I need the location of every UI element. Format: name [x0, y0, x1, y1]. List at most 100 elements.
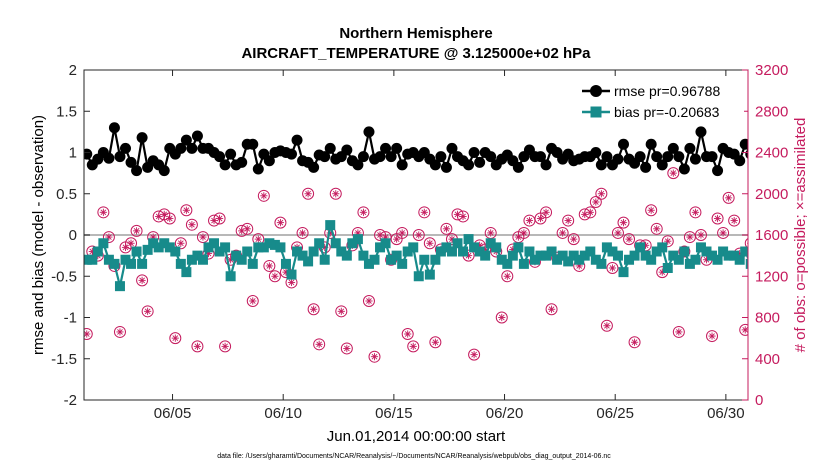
- bias-marker: [258, 242, 269, 253]
- obs-marker: [307, 303, 320, 316]
- obs-marker: [219, 340, 232, 353]
- bias-marker: [253, 242, 264, 253]
- rmse-marker: [391, 142, 403, 154]
- bias-marker: [380, 238, 391, 249]
- x-tick-label: 06/25: [596, 405, 634, 422]
- rmse-marker: [341, 144, 353, 156]
- bias-marker: [452, 238, 463, 249]
- rmse-marker: [114, 151, 126, 163]
- bias-marker: [552, 254, 563, 265]
- y-right-tick-label: 2400: [755, 145, 788, 162]
- rmse-marker: [136, 132, 148, 144]
- bias-marker: [220, 242, 231, 253]
- rmse-marker: [468, 147, 480, 158]
- bias-marker: [618, 267, 629, 278]
- bias-marker: [192, 250, 203, 261]
- rmse-marker: [812, 149, 823, 160]
- y-right-tick-label: 800: [755, 310, 780, 327]
- chart-title: Northern Hemisphere: [339, 25, 492, 42]
- axis-ticks: 06/05 06/10 06/15 06/20 06/25 06/30 -2 -1.5 -1 -0…: [51, 62, 788, 422]
- bias-marker: [723, 250, 734, 261]
- obs-marker: [180, 204, 193, 217]
- bias-marker: [768, 251, 778, 261]
- obs-marker: [368, 350, 381, 363]
- bias-marker: [823, 259, 830, 269]
- bias-marker: [673, 254, 684, 265]
- rmse-marker: [601, 151, 613, 163]
- bias-marker: [352, 234, 363, 245]
- obs-marker: [562, 214, 575, 227]
- obs-marker: [113, 325, 126, 338]
- bias-marker: [114, 281, 125, 292]
- y-right-tick-label: 400: [755, 351, 780, 368]
- bias-marker: [225, 271, 236, 282]
- bias-marker: [103, 254, 114, 265]
- obs-marker: [595, 187, 608, 200]
- bias-marker: [363, 258, 374, 269]
- bias-marker: [319, 254, 330, 265]
- obs-marker: [340, 342, 353, 355]
- obs-marker: [191, 340, 204, 353]
- rmse-marker: [640, 161, 652, 173]
- rmse-marker: [590, 147, 602, 158]
- rmse-marker: [103, 152, 115, 164]
- legend-bias-marker: [590, 106, 602, 118]
- rmse-marker: [191, 130, 203, 142]
- bias-marker: [496, 254, 507, 265]
- rmse-marker: [214, 151, 226, 163]
- rmse-marker: [219, 159, 231, 171]
- bias-marker: [579, 250, 590, 261]
- obs-marker: [213, 212, 226, 225]
- obs-marker: [396, 226, 409, 239]
- bias-marker: [430, 254, 441, 265]
- bias-marker: [369, 254, 380, 265]
- bias-marker: [109, 258, 120, 269]
- bias-marker: [441, 242, 452, 253]
- rmse-marker: [308, 161, 320, 173]
- bias-marker: [247, 258, 258, 269]
- bias-marker: [585, 246, 596, 257]
- bias-marker: [375, 242, 386, 253]
- bias-marker: [92, 246, 103, 257]
- bias-marker: [502, 258, 513, 269]
- obs-marker: [667, 167, 680, 180]
- bias-marker: [126, 258, 137, 269]
- bias-marker: [485, 238, 496, 249]
- rmse-marker: [634, 151, 646, 163]
- rmse-marker: [352, 159, 364, 171]
- rmse-marker: [739, 138, 748, 150]
- rmse-marker: [823, 155, 830, 166]
- bias-marker: [463, 234, 474, 245]
- bias-marker: [264, 238, 275, 249]
- bias-marker: [651, 246, 662, 257]
- bias-marker: [181, 267, 192, 278]
- obs-marker: [169, 332, 182, 345]
- rmse-marker: [435, 151, 447, 163]
- bias-marker: [629, 250, 640, 261]
- bias-marker: [164, 242, 175, 253]
- obs-marker: [672, 325, 685, 338]
- bias-marker: [668, 250, 679, 261]
- bias-marker: [541, 250, 552, 261]
- bias-marker: [269, 239, 280, 250]
- rmse-marker: [689, 153, 701, 165]
- bias-marker: [275, 242, 286, 253]
- obs-marker: [285, 276, 298, 289]
- legend-rmse-marker: [590, 85, 602, 97]
- obs-marker: [257, 189, 270, 202]
- rmse-marker: [667, 142, 679, 154]
- rmse-marker: [440, 161, 452, 173]
- legend: rmse pr=0.96788 bias pr=-0.20683: [576, 78, 744, 124]
- obs-marker: [600, 319, 613, 332]
- rmse-marker: [120, 142, 131, 154]
- bias-marker: [386, 254, 397, 265]
- rmse-marker: [357, 151, 369, 163]
- x-tick-label: 06/10: [264, 405, 302, 422]
- bias-marker: [596, 258, 607, 269]
- bias-marker: [745, 258, 748, 269]
- obs-marker: [567, 233, 580, 246]
- rmse-marker: [84, 148, 93, 160]
- rmse-marker: [678, 163, 690, 175]
- rmse-marker: [485, 151, 497, 163]
- obs-marker: [174, 237, 187, 250]
